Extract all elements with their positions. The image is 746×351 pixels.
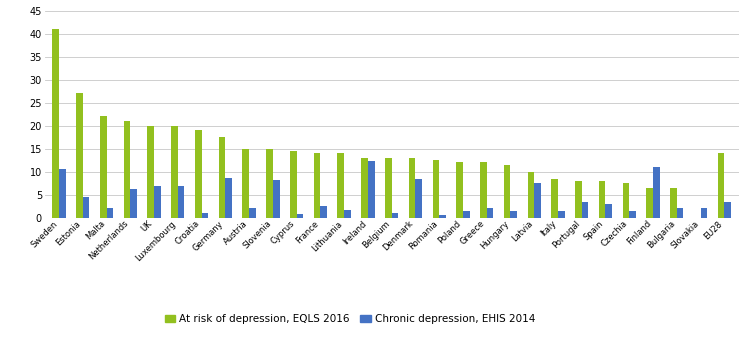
Bar [107,208,113,218]
Bar [83,197,90,218]
Bar [392,213,398,218]
Bar [249,208,256,218]
Bar [558,211,565,218]
Bar [195,130,201,218]
Bar [724,201,731,218]
Bar [629,211,636,218]
Bar [337,153,344,218]
Bar [653,167,659,218]
Bar [131,189,137,218]
Bar [297,214,304,218]
Bar [551,179,558,218]
Bar [575,181,582,218]
Bar [457,163,463,218]
Bar [582,201,589,218]
Bar [385,158,392,218]
Bar [718,153,724,218]
Bar [700,208,707,218]
Bar [433,160,439,218]
Bar [480,163,486,218]
Bar [534,183,541,218]
Bar [219,137,225,218]
Bar [201,213,208,218]
Bar [504,165,510,218]
Bar [606,204,612,218]
Bar [344,210,351,218]
Bar [439,215,446,218]
Bar [486,208,493,218]
Bar [154,186,160,218]
Bar [314,153,320,218]
Bar [266,148,273,218]
Bar [646,188,653,218]
Bar [52,29,59,218]
Bar [510,211,517,218]
Bar [171,126,178,218]
Bar [527,172,534,218]
Bar [76,93,83,218]
Bar [368,161,374,218]
Bar [242,148,249,218]
Bar [124,121,131,218]
Bar [225,178,232,218]
Legend: At risk of depression, EQLS 2016, Chronic depression, EHIS 2014: At risk of depression, EQLS 2016, Chroni… [160,310,539,329]
Bar [623,183,629,218]
Bar [670,188,677,218]
Bar [178,186,184,218]
Bar [416,179,422,218]
Bar [273,180,280,218]
Bar [463,211,469,218]
Bar [409,158,416,218]
Bar [599,181,606,218]
Bar [677,208,683,218]
Bar [59,169,66,218]
Bar [290,151,297,218]
Bar [100,117,107,218]
Bar [320,206,327,218]
Bar [361,158,368,218]
Bar [148,126,154,218]
